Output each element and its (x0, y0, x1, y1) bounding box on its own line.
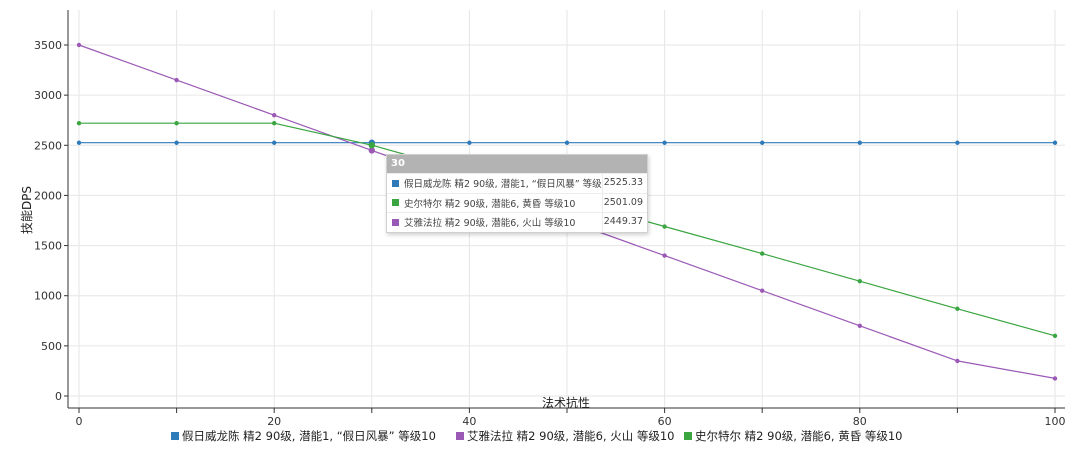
data-point (272, 140, 277, 145)
x-tick-label: 100 (1045, 415, 1066, 428)
data-point (760, 140, 765, 145)
y-tick-label: 1000 (34, 290, 62, 303)
data-point (857, 278, 862, 284)
x-tick-label: 20 (267, 415, 281, 428)
y-tick-label: 3500 (34, 39, 62, 52)
tooltip-row-value: 2525.33 (602, 174, 647, 193)
data-point (272, 113, 277, 118)
tooltip-swatch (392, 179, 399, 187)
axes: 0 500 1000 1500 2000 2500 3000 3500 0 20 40 60 80 100 (34, 10, 1066, 428)
data-point (955, 358, 960, 364)
data-point (76, 140, 82, 145)
data-point (76, 42, 82, 48)
legend-label: 假日威龙陈 精2 90级, 潜能1, “假日风暴” 等级10 (182, 429, 436, 443)
tooltip-row-value: 2449.37 (602, 213, 647, 232)
x-tick-label: 40 (462, 415, 476, 428)
grid-lines (68, 10, 1065, 408)
tooltip: 30 假日威龙陈 精2 90级, 潜能1, “假日风暴” 等级10 2525.3… (386, 154, 648, 233)
data-point (857, 323, 862, 328)
x-tick-label: 0 (76, 415, 83, 428)
x-axis-title: 法术抗性 (542, 395, 590, 410)
data-point (760, 288, 765, 293)
legend-label: 艾雅法拉 精2 90级, 潜能6, 火山 等级10 (467, 429, 675, 443)
legend-swatch (171, 432, 179, 440)
data-point (174, 140, 179, 145)
data-point (564, 140, 570, 145)
data-point (1052, 140, 1058, 145)
y-tick-label: 2000 (34, 189, 62, 202)
tooltip-row-label: 艾雅法拉 精2 90级, 潜能6, 火山 等级10 (404, 218, 576, 230)
x-tick-label: 80 (853, 415, 867, 428)
tooltip-swatch (392, 218, 399, 226)
data-point (662, 140, 667, 145)
data-point (368, 141, 375, 149)
data-point (1052, 333, 1058, 339)
tooltip-row: 艾雅法拉 精2 90级, 潜能6, 火山 等级10 2449.37 (387, 212, 647, 232)
data-point (760, 251, 765, 256)
data-point (76, 121, 82, 126)
data-point (174, 77, 179, 83)
data-point (1052, 376, 1058, 381)
tooltip-swatch (392, 199, 399, 207)
data-point (955, 306, 960, 311)
tooltip-title: 30 (387, 155, 647, 173)
legend-swatch (456, 432, 464, 440)
tooltip-row-value: 2501.09 (602, 193, 647, 212)
tooltip-row: 假日威龙陈 精2 90级, 潜能1, “假日风暴” 等级10 2525.33 (387, 173, 647, 193)
data-point (174, 121, 179, 126)
tooltip-row: 史尔特尔 精2 90级, 潜能6, 黄昏 等级10 2501.09 (387, 192, 647, 212)
y-tick-label: 500 (41, 340, 62, 353)
legend: 假日威龙陈 精2 90级, 潜能1, “假日风暴” 等级10 艾雅法拉 精2 90… (171, 429, 903, 443)
data-point (662, 224, 667, 229)
x-tick-label: 60 (658, 415, 672, 428)
y-tick-label: 2500 (34, 139, 62, 152)
legend-swatch (684, 432, 692, 440)
y-tick-label: 0 (55, 390, 62, 403)
tooltip-row-label: 假日威龙陈 精2 90级, 潜能1, “假日风暴” 等级10 (404, 179, 602, 191)
legend-label: 史尔特尔 精2 90级, 潜能6, 黄昏 等级10 (695, 429, 903, 443)
y-axis-title: 技能DPS (20, 186, 34, 234)
data-point (955, 140, 960, 145)
tooltip-row-label: 史尔特尔 精2 90级, 潜能6, 黄昏 等级10 (404, 198, 576, 210)
data-point (857, 140, 862, 145)
y-tick-label: 3000 (34, 89, 62, 102)
data-point (662, 253, 667, 258)
data-point (368, 147, 375, 154)
data-point (467, 140, 472, 145)
data-point (272, 121, 277, 126)
y-tick-label: 1500 (34, 240, 62, 253)
